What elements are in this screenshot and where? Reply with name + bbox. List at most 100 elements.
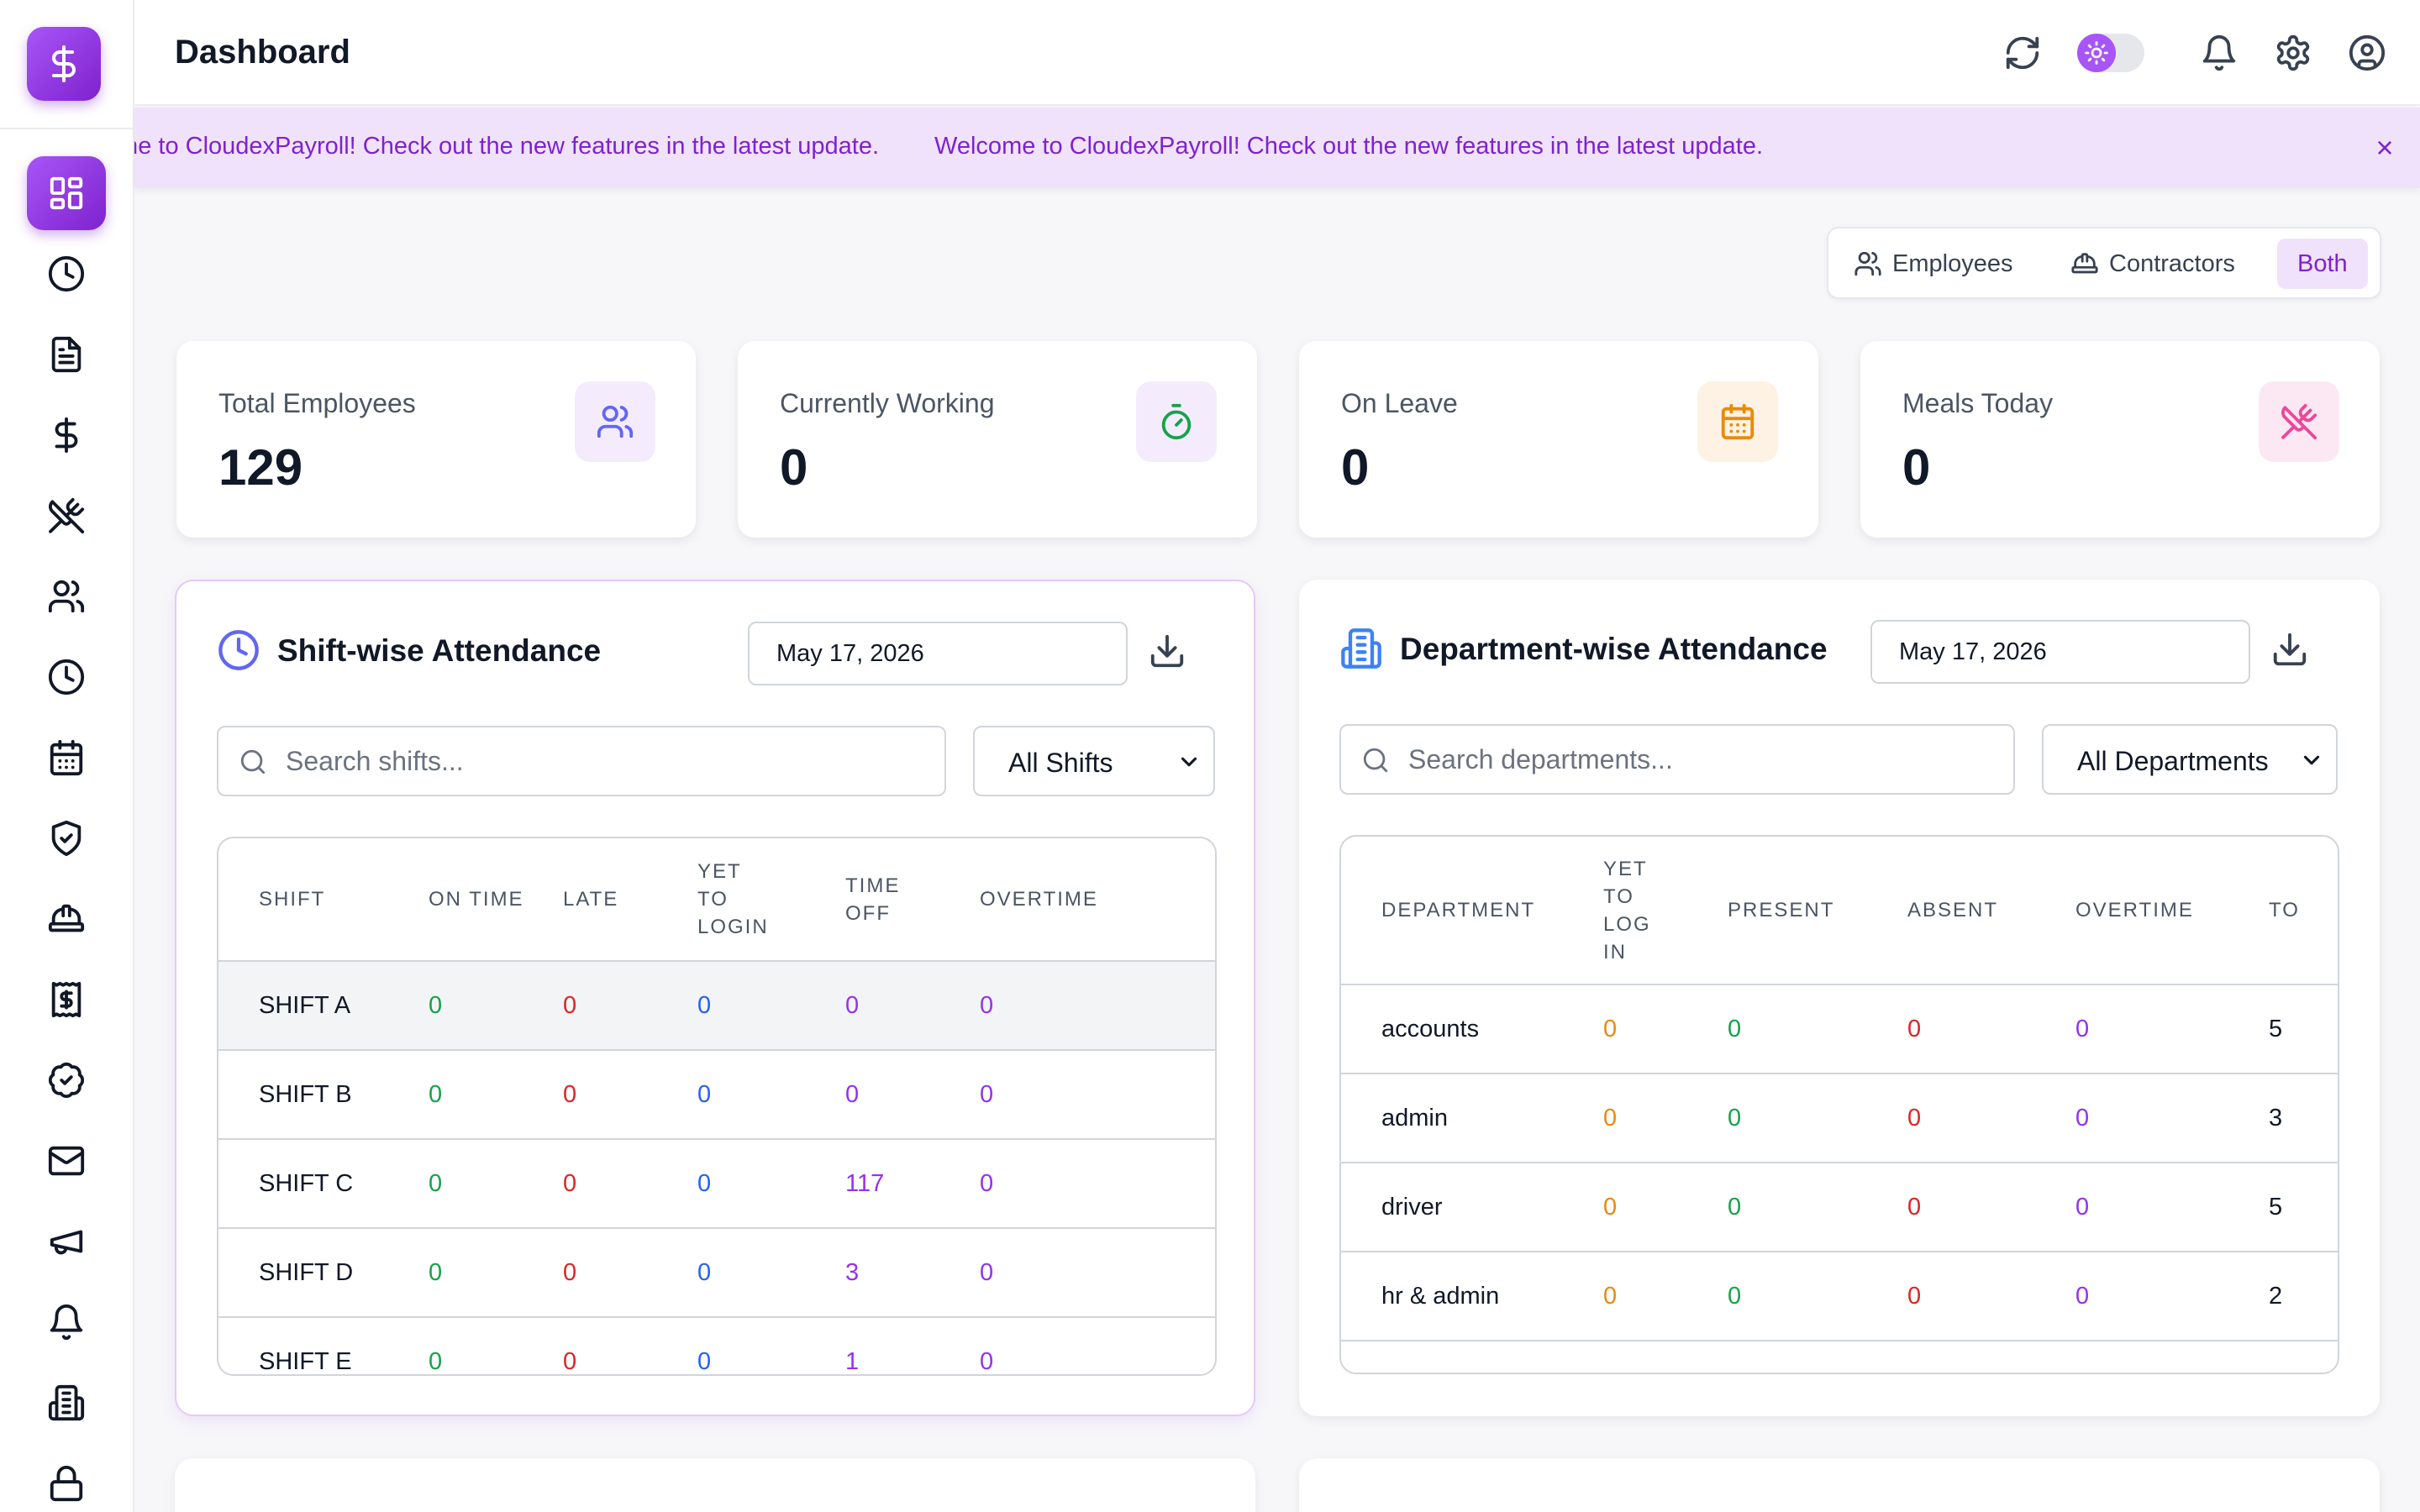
table-row[interactable]: SHIFT A 0 0 0 0 0: [218, 960, 1215, 1050]
sidebar-item-employees[interactable]: [27, 559, 106, 633]
sidebar: [0, 0, 134, 1512]
building-icon: [48, 1384, 85, 1421]
column-header[interactable]: PRESENT: [1728, 899, 1835, 921]
bottom-card-left: [175, 1458, 1255, 1512]
sidebar-item-meals[interactable]: [27, 479, 106, 553]
present-value: 0: [1728, 1162, 1907, 1252]
column-header[interactable]: YET TO LOGIN: [697, 860, 769, 938]
column-header[interactable]: ABSENT: [1907, 899, 1999, 921]
overtime-value: 0: [2075, 1162, 2269, 1252]
sidebar-item-calendar[interactable]: [27, 721, 106, 795]
total-value: 2: [2269, 1251, 2338, 1341]
column-header[interactable]: DEPARTMENT: [1381, 899, 1536, 921]
stopwatch-icon: [1136, 381, 1217, 462]
tab-employees[interactable]: Employees: [1833, 239, 2033, 289]
column-header[interactable]: ON TIME: [429, 888, 524, 911]
download-button[interactable]: [1148, 632, 1192, 675]
clock-icon: [48, 255, 85, 292]
column-header[interactable]: OVERTIME: [2075, 899, 2194, 921]
yet-to-log-in-value: 0: [1603, 984, 1728, 1074]
sidebar-item-payroll[interactable]: [27, 398, 106, 472]
table-row[interactable]: driver 0 0 0 0 5: [1341, 1162, 2338, 1252]
worker-type-filter: Employees Contractors Both: [1827, 227, 2381, 299]
date-picker[interactable]: May 17, 2026: [1870, 620, 2250, 684]
sidebar-item-announcements[interactable]: [27, 1205, 106, 1278]
download-button[interactable]: [2270, 630, 2314, 674]
download-icon: [1150, 634, 1184, 668]
column-header[interactable]: TIME OFF: [845, 874, 901, 925]
present-value: 0: [1728, 1073, 1907, 1163]
column-header[interactable]: SHIFT: [259, 888, 326, 911]
on-time-value: 0: [429, 960, 563, 1050]
tab-both[interactable]: Both: [2277, 239, 2368, 289]
column-header[interactable]: OVERTIME: [980, 888, 1098, 911]
table-row[interactable]: SHIFT E 0 0 0 1 0: [218, 1316, 1215, 1374]
profile-button[interactable]: [2348, 34, 2386, 72]
total-value: 3: [2269, 1073, 2338, 1163]
tab-contractors[interactable]: Contractors: [2050, 239, 2255, 289]
search-icon: [1363, 748, 1388, 773]
announcement-banner: Welcome to CloudexPayroll! Check out the…: [134, 108, 2420, 188]
bell-icon: [50, 1305, 83, 1341]
search-input[interactable]: [286, 739, 928, 783]
refresh-button[interactable]: [2003, 34, 2042, 72]
overtime-value: 0: [980, 1227, 1215, 1317]
on-time-value: 0: [429, 1227, 563, 1317]
sidebar-item-security[interactable]: [27, 1446, 106, 1512]
select-value: All Departments: [2077, 746, 2269, 776]
utensils-crossed-icon: [2259, 381, 2339, 462]
search-input[interactable]: [1408, 738, 1996, 781]
department-select[interactable]: All Departments: [2042, 724, 2338, 795]
shift-select[interactable]: All Shifts: [973, 726, 1215, 796]
tab-label: Contractors: [2109, 249, 2235, 277]
sidebar-item-approvals[interactable]: [27, 1043, 106, 1117]
column-header[interactable]: LATE: [563, 888, 619, 911]
shift-search-field[interactable]: [217, 726, 946, 796]
table-row[interactable]: SHIFT D 0 0 0 3 0: [218, 1227, 1215, 1317]
refresh-icon: [2006, 36, 2039, 70]
table-row[interactable]: hr & admin 0 0 0 0 2: [1341, 1251, 2338, 1341]
sidebar-item-dashboard[interactable]: [27, 156, 106, 230]
table-row[interactable]: admin 0 0 0 0 3: [1341, 1073, 2338, 1163]
hard-hat-icon: [2071, 253, 2098, 274]
sidebar-item-payslips[interactable]: [27, 963, 106, 1037]
sidebar-item-organization[interactable]: [27, 1366, 106, 1440]
chevron-down-icon: [1181, 757, 1197, 767]
close-icon[interactable]: ×: [2375, 130, 2394, 165]
stat-label: Total Employees: [218, 388, 416, 418]
stat-label: Currently Working: [780, 388, 995, 418]
late-value: 0: [563, 1138, 697, 1228]
time-off-value: 117: [845, 1138, 980, 1228]
sidebar-item-messages[interactable]: [27, 1124, 106, 1198]
table-row[interactable]: SHIFT C 0 0 0 117 0: [218, 1138, 1215, 1228]
sidebar-item-documents[interactable]: [27, 318, 106, 391]
column-header[interactable]: YET TO LOG IN: [1603, 857, 1651, 963]
settings-button[interactable]: [2274, 34, 2312, 72]
sidebar-item-compliance[interactable]: [27, 801, 106, 875]
date-picker[interactable]: May 17, 2026: [748, 622, 1128, 685]
department-name: admin: [1341, 1073, 1603, 1163]
sidebar-item-timesheets[interactable]: [27, 640, 106, 714]
announcement-text: Welcome to CloudexPayroll! Check out the…: [134, 133, 880, 160]
shift-table-container[interactable]: SHIFT ON TIME LATE YET TO LOGIN TIME OFF…: [217, 837, 1217, 1376]
notifications-button[interactable]: [2200, 34, 2238, 72]
sun-icon: [2077, 34, 2116, 72]
yet-to-login-value: 0: [697, 1227, 845, 1317]
sidebar-item-notifications[interactable]: [27, 1285, 106, 1359]
department-attendance-panel: Department-wise Attendance May 17, 2026 …: [1299, 580, 2380, 1416]
sidebar-item-attendance[interactable]: [27, 237, 106, 311]
department-search-field[interactable]: [1339, 724, 2015, 795]
users-icon: [1854, 251, 1881, 276]
total-value: 5: [2269, 1162, 2338, 1252]
stat-label: Meals Today: [1902, 388, 2054, 418]
sidebar-item-contractors[interactable]: [27, 882, 106, 956]
theme-toggle[interactable]: [2077, 34, 2144, 72]
late-value: 0: [563, 1227, 697, 1317]
department-table-container[interactable]: DEPARTMENT YET TO LOG IN PRESENT ABSENT …: [1339, 835, 2339, 1374]
app-logo[interactable]: [27, 27, 101, 101]
column-header[interactable]: TO: [2269, 899, 2300, 921]
stat-value: 0: [1902, 439, 1931, 496]
table-row[interactable]: accounts 0 0 0 0 5: [1341, 984, 2338, 1074]
top-header: Dashboard: [134, 0, 2420, 106]
table-row[interactable]: SHIFT B 0 0 0 0 0: [218, 1049, 1215, 1139]
